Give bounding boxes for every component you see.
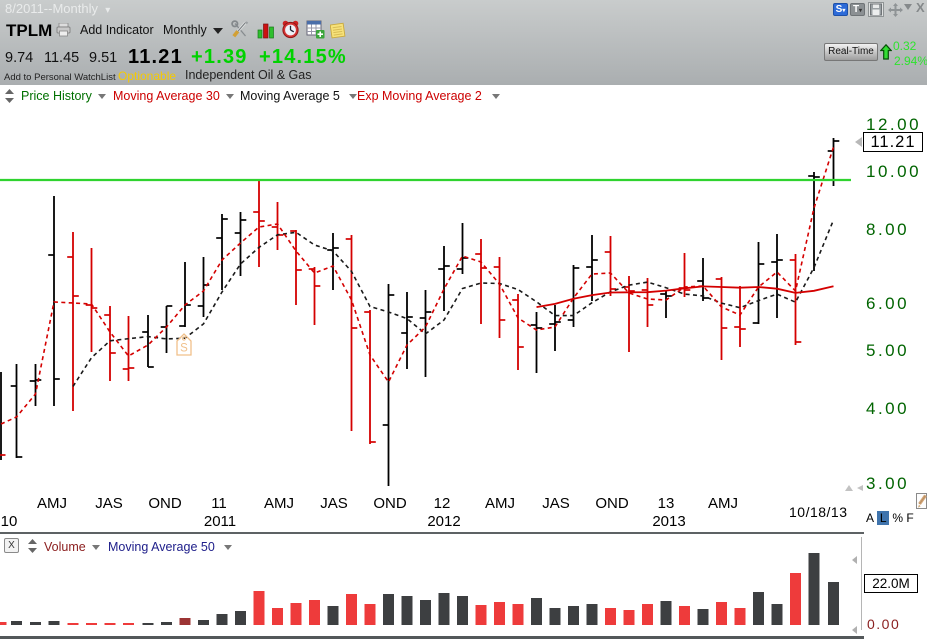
svg-text:S: S	[180, 343, 188, 355]
